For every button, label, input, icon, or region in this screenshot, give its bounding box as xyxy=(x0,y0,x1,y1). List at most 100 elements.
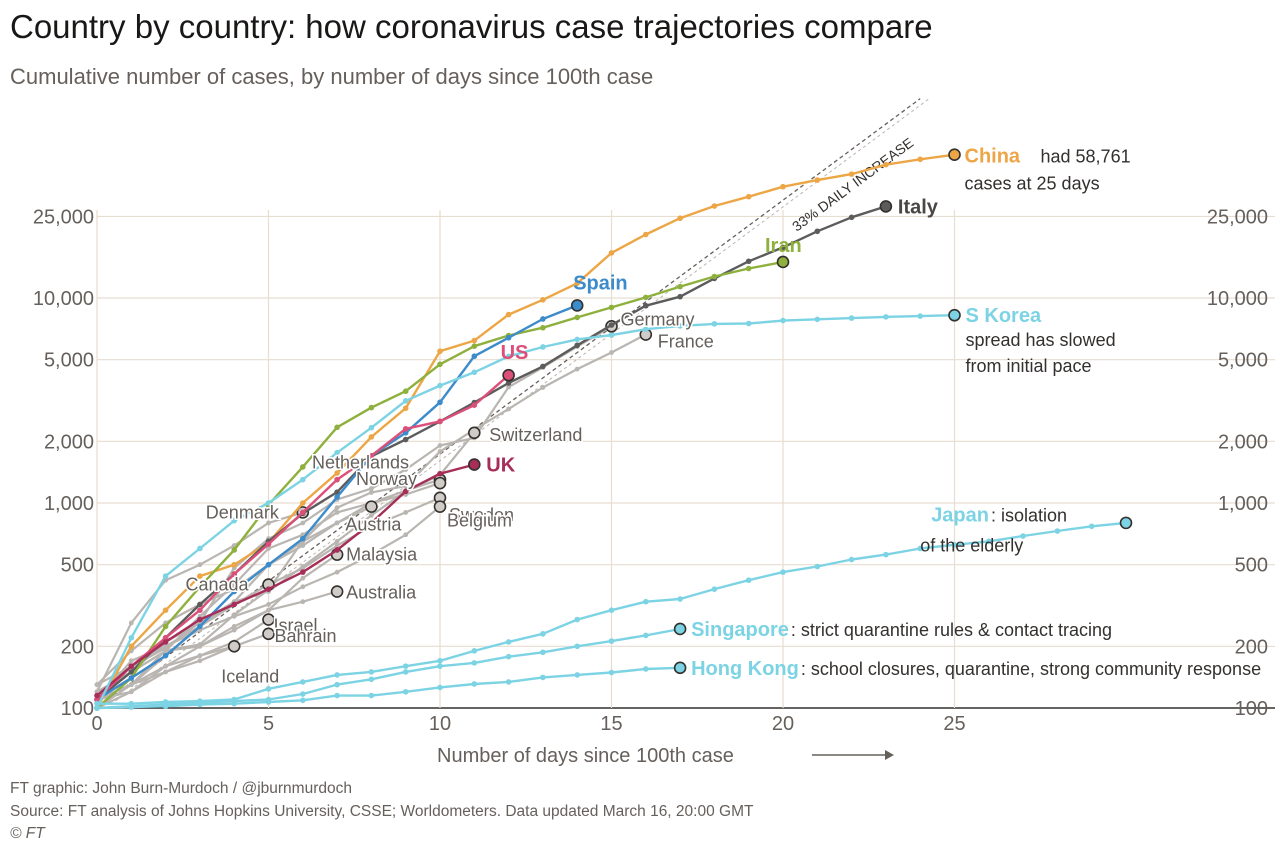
series-point-belgium xyxy=(403,532,409,538)
series-line-uk xyxy=(96,463,475,697)
series-point-china xyxy=(608,250,615,256)
series-point-s-korea xyxy=(437,382,443,389)
series-line-singapore xyxy=(96,627,681,710)
series-point-japan xyxy=(711,586,718,592)
series-point-japan xyxy=(780,569,786,575)
series-point-italy xyxy=(745,258,752,265)
series-point-uk xyxy=(197,616,203,623)
series-point-france xyxy=(609,350,614,355)
series-point-netherlands xyxy=(300,543,306,548)
series-point-hong-kong xyxy=(540,674,546,681)
series-point-italy xyxy=(608,322,615,328)
series-label-bahrain: Bahrain xyxy=(275,626,337,646)
series-point-australia xyxy=(300,599,306,605)
series-point-china xyxy=(574,280,580,287)
series-point-japan xyxy=(1020,533,1026,539)
series-point-australia xyxy=(266,607,271,613)
series-point-uk xyxy=(300,569,306,575)
series-point-s-korea xyxy=(917,313,923,319)
series-point-italy xyxy=(643,302,649,309)
reference-dashed-line xyxy=(96,98,921,709)
series-endpoint-israel xyxy=(262,613,275,626)
series-point-china xyxy=(883,161,889,168)
series-point-japan xyxy=(745,577,752,584)
series-point-malaysia xyxy=(94,689,100,695)
series-endpoint-iceland xyxy=(227,639,241,653)
series-endpoint-us xyxy=(502,368,515,382)
series-point-us xyxy=(162,635,169,641)
x-axis-arrow-head xyxy=(885,750,894,760)
y-tick-label-right: 5,000 xyxy=(1218,350,1268,372)
series-point-s-korea xyxy=(540,344,546,350)
series-label-malaysia: Malaysia xyxy=(346,545,418,565)
series-point-hong-kong xyxy=(368,692,375,699)
series-point-china xyxy=(197,573,203,579)
series-note-s-korea: from initial pace xyxy=(966,356,1092,376)
series-point-china xyxy=(711,203,718,209)
series-point-switzerland xyxy=(369,512,374,518)
footer: FT graphic: John Burn-Murdoch / @jburnmu… xyxy=(10,778,753,846)
series-point-malaysia xyxy=(300,575,306,581)
series-point-denmark xyxy=(128,620,134,626)
series-point-germany xyxy=(300,520,306,526)
y-tick-label-left: 100 xyxy=(61,698,94,720)
series-point-france xyxy=(334,505,340,511)
series-endpoint-japan xyxy=(1119,516,1133,530)
series-labels: China had 58,761 cases at 25 days Italy Iran… xyxy=(184,146,1261,688)
series-point-japan xyxy=(1088,523,1095,530)
series-point-japan xyxy=(1054,528,1061,534)
series-point-china xyxy=(368,434,375,440)
series-label-france: France xyxy=(658,332,714,352)
series-label-netherlands: Netherlands xyxy=(312,453,409,473)
series-point-norway xyxy=(231,582,237,587)
series-point-s-korea xyxy=(265,500,272,506)
series-line-hong-kong xyxy=(96,666,681,710)
series-point-china xyxy=(745,193,752,200)
series-point-belgium xyxy=(231,613,237,619)
series-point-australia xyxy=(197,643,203,649)
series-point-iran xyxy=(300,464,306,470)
y-tick-label-right: 25,000 xyxy=(1207,206,1268,228)
y-tick-label-left: 200 xyxy=(61,636,94,658)
series-point-germany xyxy=(506,384,511,390)
series-point-singapore xyxy=(505,653,512,660)
series-point-singapore xyxy=(368,676,375,683)
series-point-uk xyxy=(94,692,100,699)
series-point-japan xyxy=(883,551,889,558)
series-point-china xyxy=(643,231,649,238)
series-point-switzerland xyxy=(334,538,340,544)
series-point-japan xyxy=(677,596,683,602)
credit-line: FT graphic: John Burn-Murdoch / @jburnmu… xyxy=(10,780,352,797)
series-line-china xyxy=(95,153,955,709)
series-point-japan xyxy=(540,631,546,637)
series-label-uk: UK xyxy=(486,455,515,477)
series-point-iceland xyxy=(128,682,134,688)
series-point-japan xyxy=(986,538,992,545)
y-tick-label-left: 25,000 xyxy=(33,206,94,228)
series-point-s-korea xyxy=(745,320,752,327)
series-label-switzerland: Switzerland xyxy=(489,425,582,445)
series-point-japan xyxy=(334,672,340,678)
series-point-singapore xyxy=(540,649,546,656)
series-point-hong-kong xyxy=(608,669,615,676)
series-point-japan xyxy=(471,648,478,654)
x-tick-label: 5 xyxy=(263,713,274,735)
series-label-italy: Italy xyxy=(898,196,939,218)
series-point-japan xyxy=(368,669,375,675)
series-point-us xyxy=(471,402,478,408)
series-point-spain xyxy=(505,334,512,341)
series-point-uk xyxy=(265,586,272,592)
series-point-hong-kong xyxy=(437,684,443,691)
chart-subtitle: Cumulative number of cases, by number of… xyxy=(10,64,654,89)
series-point-japan xyxy=(574,616,580,623)
series-point-uk xyxy=(402,488,409,495)
series-point-italy xyxy=(574,342,580,349)
highlight-series xyxy=(94,148,1133,711)
y-tick-label-left: 10,000 xyxy=(33,288,94,310)
series-point-us xyxy=(437,418,443,425)
series-point-belgium xyxy=(300,584,306,590)
series-note-china: had 58,761 xyxy=(1041,147,1131,167)
series-note-japan: : isolation xyxy=(991,505,1067,525)
